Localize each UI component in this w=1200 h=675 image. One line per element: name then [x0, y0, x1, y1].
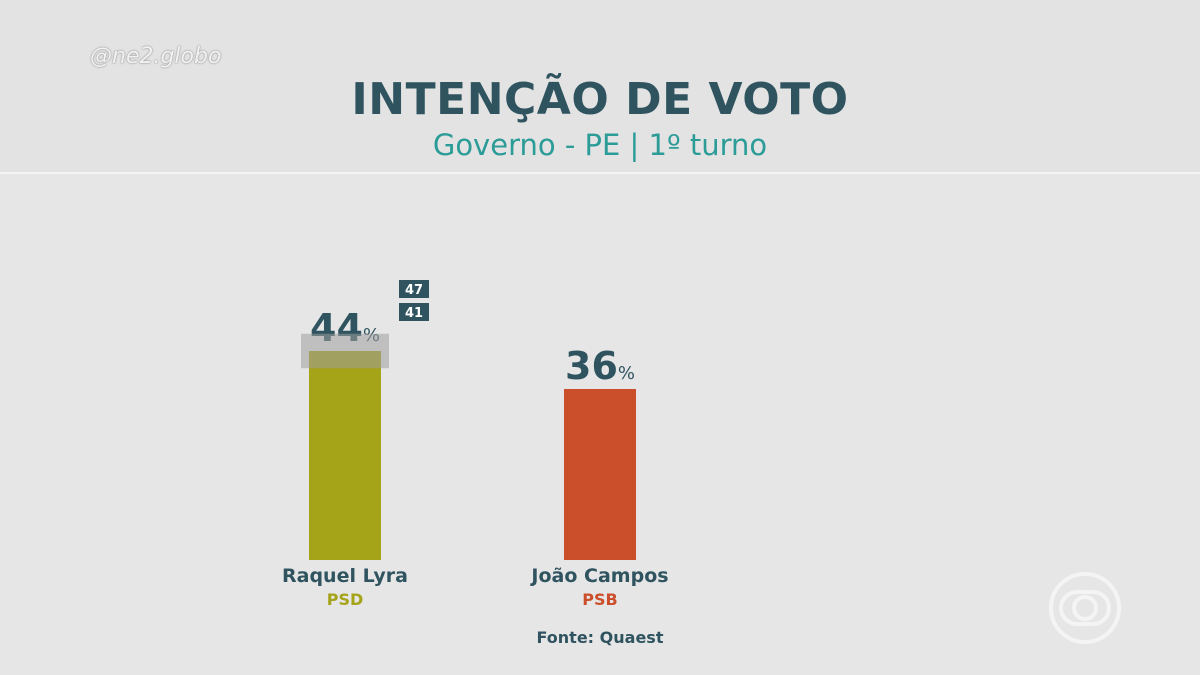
value-label-2: 36%: [565, 344, 635, 388]
header-band: [0, 0, 1200, 172]
interval-band: [301, 333, 389, 369]
interval-high-box: [399, 280, 429, 298]
interval-high-label: 47: [405, 283, 423, 298]
bar-2: [564, 389, 636, 560]
watermark: @ne2.globo: [90, 44, 222, 69]
category-label-2: João Campos: [529, 565, 668, 587]
interval-low-box: [399, 303, 429, 321]
category-label-1: Raquel Lyra: [282, 565, 408, 587]
chart-title: INTENÇÃO DE VOTO: [351, 74, 849, 125]
source-label: Fonte: Quaest: [536, 628, 664, 647]
globo-logo-icon: [1049, 572, 1121, 644]
party-label-2: PSB: [582, 590, 617, 609]
party-label-1: PSD: [327, 590, 364, 609]
interval-low-label: 41: [405, 306, 423, 321]
bar-1: [309, 351, 381, 560]
chart-subtitle: Governo - PE | 1º turno: [432, 128, 768, 162]
header-divider: [0, 172, 1200, 174]
